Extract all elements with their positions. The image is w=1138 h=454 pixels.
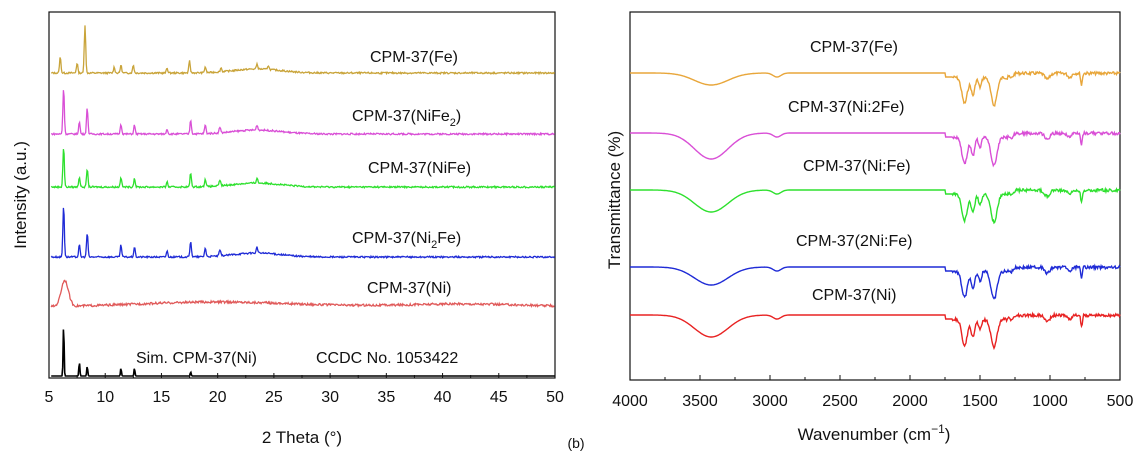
xrd-y-axis-label: Intensity (a.u.) — [11, 141, 30, 249]
xrd-tick-label: 30 — [321, 389, 339, 406]
ftir-tick-label: 3000 — [752, 393, 788, 410]
xrd-series-label-tail: ) — [456, 108, 461, 125]
ftir-tick-label: 2000 — [892, 393, 928, 410]
ftir-tick-label: 3500 — [682, 393, 718, 410]
ftir-tick-label: 500 — [1107, 393, 1134, 410]
ftir-series-line — [630, 129, 1121, 168]
xrd-tick-label: 25 — [265, 389, 283, 406]
xrd-series-label: CPM-37(Ni) — [367, 280, 451, 297]
xrd-series-line — [50, 25, 556, 76]
xrd-tick-label: 5 — [45, 389, 54, 406]
xrd-tick-label: 15 — [153, 389, 171, 406]
xrd-x-axis-label: 2 Theta (°) — [262, 428, 342, 447]
ftir-series-label: CPM-37(Ni:Fe) — [803, 158, 911, 175]
xrd-tick-label: 20 — [209, 389, 227, 406]
ftir-y-axis-label: Transmittance (%) — [605, 131, 624, 269]
ftir-curves — [630, 70, 1121, 351]
ftir-series-line — [630, 70, 1121, 107]
ftir-series-line — [630, 263, 1121, 300]
ftir-x-axis-label-tail: ) — [945, 425, 951, 444]
xrd-tick-label: 10 — [96, 389, 114, 406]
ftir-x-axis-label-sup: −1 — [931, 422, 945, 436]
xrd-series-line — [50, 207, 556, 260]
xrd-series-line — [50, 279, 555, 309]
xrd-series-label-tail: Fe) — [437, 230, 461, 247]
xrd-tick-label: 40 — [434, 389, 452, 406]
xrd-curves — [50, 25, 556, 377]
ftir-x-axis-label-main: Wavenumber (cm — [798, 425, 932, 444]
xrd-tick-label: 45 — [490, 389, 508, 406]
xrd-x-ticks: 5 10 15 20 25 30 35 40 45 50 — [45, 373, 564, 406]
ftir-tick-label: 1000 — [1032, 393, 1068, 410]
xrd-series-line — [50, 149, 556, 190]
ftir-series-label: CPM-37(2Ni:Fe) — [796, 233, 912, 250]
ftir-series-label: CPM-37(Ni:2Fe) — [788, 99, 904, 116]
ftir-tick-label: 1500 — [962, 393, 998, 410]
ftir-series-label: CPM-37(Ni) — [812, 287, 896, 304]
xrd-ccdc-annotation: CCDC No. 1053422 — [316, 350, 458, 367]
xrd-series-labels: CPM-37(Fe)CPM-37(NiFe2)CPM-37(NiFe)CPM-3… — [136, 49, 471, 367]
xrd-plot-frame — [48, 11, 556, 379]
xrd-series-label: CPM-37(NiFe) — [368, 160, 471, 177]
ftir-x-axis-label: Wavenumber (cm−1) — [798, 422, 951, 444]
xrd-series-line — [51, 90, 555, 137]
xrd-tick-label: 35 — [377, 389, 395, 406]
ftir-chart: 4000 3500 3000 2500 2000 1500 1000 500 CPM-37(F… — [605, 11, 1133, 444]
ftir-series-labels: CPM-37(Fe) CPM-37(Ni:2Fe) CPM-37(Ni:Fe) CPM… — [788, 39, 912, 304]
ftir-series-line — [630, 186, 1121, 225]
xrd-series-label-sub: 2 — [450, 117, 456, 129]
ftir-series-label: CPM-37(Fe) — [810, 39, 898, 56]
xrd-series-line — [51, 329, 555, 377]
xrd-series-label: CPM-37(Ni2Fe) — [352, 230, 461, 251]
xrd-series-label: Sim. CPM-37(Ni) — [136, 350, 257, 367]
xrd-series-label-sub: 2 — [431, 239, 437, 251]
ftir-series-line — [630, 311, 1121, 351]
ftir-tick-label: 4000 — [612, 393, 648, 410]
xrd-series-label-main: CPM-37(NiFe — [352, 108, 450, 125]
xrd-chart: 5 10 15 20 25 30 35 40 45 50 CPM-37(Fe)CPM-37(NiF… — [11, 11, 564, 447]
xrd-tick-label: 50 — [546, 389, 564, 406]
ftir-tick-label: 2500 — [822, 393, 858, 410]
xrd-series-label: CPM-37(Fe) — [370, 49, 458, 66]
xrd-series-label-main: CPM-37(Ni — [352, 230, 431, 247]
ftir-x-ticks: 4000 3500 3000 2500 2000 1500 1000 500 — [612, 375, 1133, 410]
xrd-series-label: CPM-37(NiFe2) — [352, 108, 461, 129]
panel-label-b: (b) — [567, 435, 584, 451]
